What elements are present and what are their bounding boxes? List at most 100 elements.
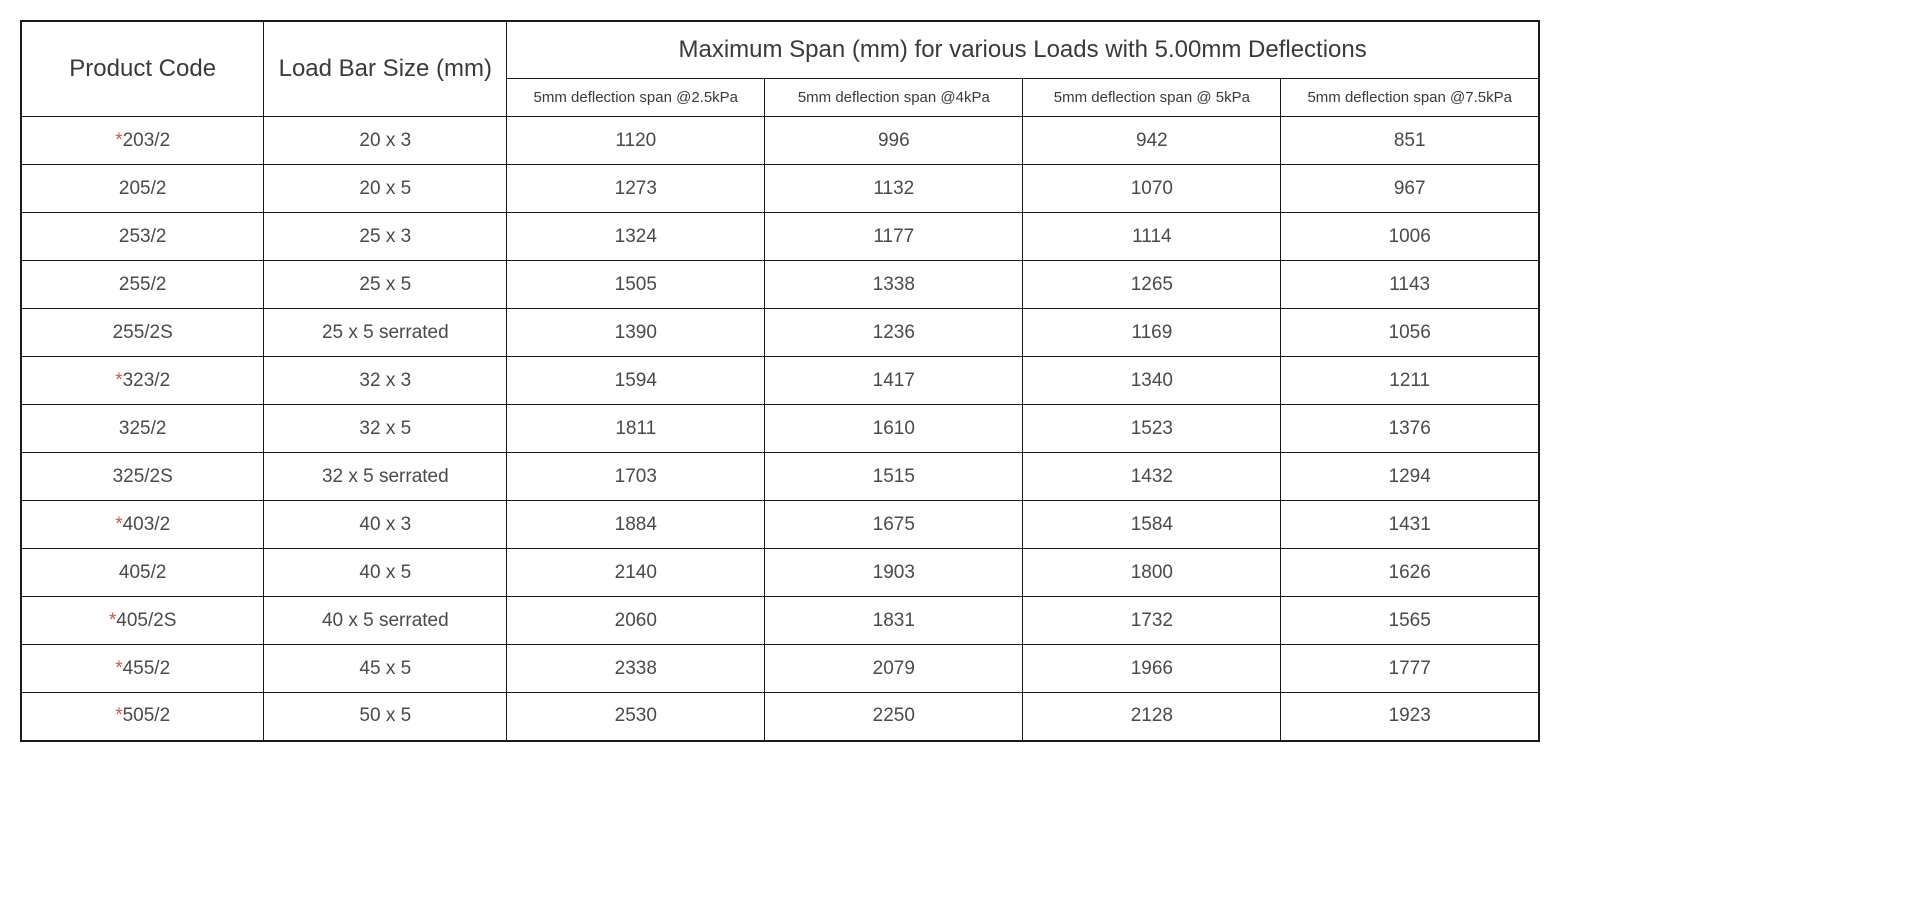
cell-span-value: 1132 bbox=[765, 165, 1023, 213]
cell-span-value: 1777 bbox=[1281, 645, 1539, 693]
asterisk-marker: * bbox=[115, 658, 122, 679]
cell-span-value: 1056 bbox=[1281, 309, 1539, 357]
table-row: *455/2 45 x 52338207919661777 bbox=[21, 645, 1539, 693]
cell-load-bar-size: 45 x 5 bbox=[264, 645, 507, 693]
product-code-value: 203/2 bbox=[123, 130, 171, 151]
cell-span-value: 1732 bbox=[1023, 597, 1281, 645]
cell-span-value: 851 bbox=[1281, 117, 1539, 165]
cell-span-value: 1417 bbox=[765, 357, 1023, 405]
table-row: 405/240 x 52140190318001626 bbox=[21, 549, 1539, 597]
cell-span-value: 1169 bbox=[1023, 309, 1281, 357]
cell-load-bar-size: 25 x 5 serrated bbox=[264, 309, 507, 357]
table-body: *203/220 x 31120996942851205/220 x 51273… bbox=[21, 117, 1539, 741]
cell-span-value: 996 bbox=[765, 117, 1023, 165]
product-code-value: 403/2 bbox=[123, 514, 171, 535]
cell-span-value: 2128 bbox=[1023, 693, 1281, 741]
product-code-value: 255/2 bbox=[119, 274, 167, 295]
product-code-value: 323/2 bbox=[123, 370, 171, 391]
cell-span-value: 1523 bbox=[1023, 405, 1281, 453]
cell-span-value: 1120 bbox=[507, 117, 765, 165]
cell-product-code: 325/2 bbox=[21, 405, 264, 453]
cell-span-value: 1923 bbox=[1281, 693, 1539, 741]
table-row: *405/2S40 x 5 serrated2060183117321565 bbox=[21, 597, 1539, 645]
cell-span-value: 1675 bbox=[765, 501, 1023, 549]
sub-header-span-0: 5mm deflection span @2.5kPa bbox=[507, 79, 765, 117]
cell-span-value: 2338 bbox=[507, 645, 765, 693]
cell-span-value: 1831 bbox=[765, 597, 1023, 645]
table-row: 205/220 x 5127311321070967 bbox=[21, 165, 1539, 213]
specifications-table: Product Code Load Bar Size (mm) Maximum … bbox=[20, 20, 1540, 742]
table-row: 255/2S 25 x 5 serrated1390123611691056 bbox=[21, 309, 1539, 357]
table-row: 255/225 x 51505133812651143 bbox=[21, 261, 1539, 309]
cell-span-value: 967 bbox=[1281, 165, 1539, 213]
header-max-span: Maximum Span (mm) for various Loads with… bbox=[507, 21, 1539, 79]
cell-span-value: 1236 bbox=[765, 309, 1023, 357]
cell-span-value: 1505 bbox=[507, 261, 765, 309]
cell-span-value: 942 bbox=[1023, 117, 1281, 165]
cell-span-value: 2530 bbox=[507, 693, 765, 741]
cell-span-value: 1211 bbox=[1281, 357, 1539, 405]
cell-span-value: 1903 bbox=[765, 549, 1023, 597]
cell-span-value: 1594 bbox=[507, 357, 765, 405]
product-code-value: 255/2S bbox=[113, 322, 173, 343]
product-code-value: 405/2S bbox=[116, 610, 176, 631]
cell-product-code: 205/2 bbox=[21, 165, 264, 213]
cell-span-value: 1703 bbox=[507, 453, 765, 501]
cell-span-value: 1966 bbox=[1023, 645, 1281, 693]
cell-product-code: *403/2 bbox=[21, 501, 264, 549]
cell-span-value: 1515 bbox=[765, 453, 1023, 501]
cell-load-bar-size: 50 x 5 bbox=[264, 693, 507, 741]
sub-header-span-1: 5mm deflection span @4kPa bbox=[765, 79, 1023, 117]
cell-product-code: 325/2S bbox=[21, 453, 264, 501]
sub-header-span-3: 5mm deflection span @7.5kPa bbox=[1281, 79, 1539, 117]
header-product-code: Product Code bbox=[21, 21, 264, 117]
asterisk-marker: * bbox=[115, 370, 122, 391]
cell-load-bar-size: 25 x 3 bbox=[264, 213, 507, 261]
cell-span-value: 1376 bbox=[1281, 405, 1539, 453]
cell-span-value: 1390 bbox=[507, 309, 765, 357]
product-code-value: 455/2 bbox=[123, 658, 171, 679]
cell-span-value: 1294 bbox=[1281, 453, 1539, 501]
cell-span-value: 2079 bbox=[765, 645, 1023, 693]
cell-load-bar-size: 32 x 3 bbox=[264, 357, 507, 405]
header-load-bar-size: Load Bar Size (mm) bbox=[264, 21, 507, 117]
cell-span-value: 1811 bbox=[507, 405, 765, 453]
cell-load-bar-size: 32 x 5 serrated bbox=[264, 453, 507, 501]
asterisk-marker: * bbox=[115, 130, 122, 151]
cell-product-code: 255/2 bbox=[21, 261, 264, 309]
cell-load-bar-size: 20 x 5 bbox=[264, 165, 507, 213]
cell-span-value: 1565 bbox=[1281, 597, 1539, 645]
table-row: 325/232 x 51811161015231376 bbox=[21, 405, 1539, 453]
product-code-value: 405/2 bbox=[119, 562, 167, 583]
cell-span-value: 1006 bbox=[1281, 213, 1539, 261]
cell-load-bar-size: 40 x 5 serrated bbox=[264, 597, 507, 645]
cell-load-bar-size: 40 x 3 bbox=[264, 501, 507, 549]
table-row: *403/240 x 31884167515841431 bbox=[21, 501, 1539, 549]
cell-product-code: 405/2 bbox=[21, 549, 264, 597]
cell-product-code: *405/2S bbox=[21, 597, 264, 645]
cell-span-value: 1610 bbox=[765, 405, 1023, 453]
table-row: 253/225 x 31324117711141006 bbox=[21, 213, 1539, 261]
product-code-value: 505/2 bbox=[123, 705, 171, 726]
table-row: *203/220 x 31120996942851 bbox=[21, 117, 1539, 165]
product-code-value: 325/2 bbox=[119, 418, 167, 439]
asterisk-marker: * bbox=[115, 705, 122, 726]
cell-span-value: 1143 bbox=[1281, 261, 1539, 309]
table-row: *323/232 x 31594141713401211 bbox=[21, 357, 1539, 405]
cell-product-code: 253/2 bbox=[21, 213, 264, 261]
cell-span-value: 1884 bbox=[507, 501, 765, 549]
cell-product-code: *203/2 bbox=[21, 117, 264, 165]
sub-header-span-2: 5mm deflection span @ 5kPa bbox=[1023, 79, 1281, 117]
product-code-value: 325/2S bbox=[113, 466, 173, 487]
product-code-value: 253/2 bbox=[119, 226, 167, 247]
cell-product-code: *323/2 bbox=[21, 357, 264, 405]
table-row: *505/2 50 x 52530225021281923 bbox=[21, 693, 1539, 741]
cell-span-value: 1584 bbox=[1023, 501, 1281, 549]
cell-span-value: 1338 bbox=[765, 261, 1023, 309]
cell-load-bar-size: 20 x 3 bbox=[264, 117, 507, 165]
asterisk-marker: * bbox=[115, 514, 122, 535]
cell-span-value: 1324 bbox=[507, 213, 765, 261]
cell-span-value: 2250 bbox=[765, 693, 1023, 741]
cell-span-value: 2140 bbox=[507, 549, 765, 597]
cell-span-value: 1432 bbox=[1023, 453, 1281, 501]
